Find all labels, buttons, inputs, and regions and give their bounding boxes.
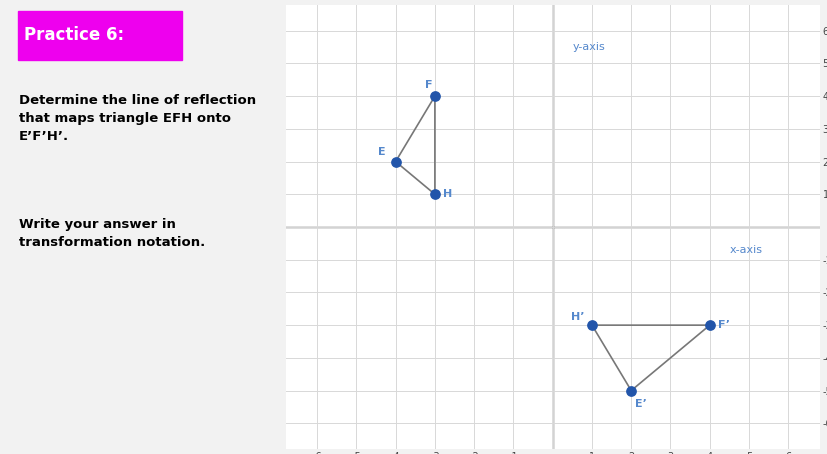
Point <box>389 158 402 165</box>
Text: H: H <box>442 189 452 199</box>
Text: H’: H’ <box>570 312 583 322</box>
Text: Determine the line of reflection
that maps triangle EFH onto
E’F’H’.: Determine the line of reflection that ma… <box>19 94 256 143</box>
Point <box>624 387 637 394</box>
Point <box>428 93 441 100</box>
Text: F: F <box>425 79 433 89</box>
Text: Practice 6:: Practice 6: <box>25 26 124 44</box>
FancyBboxPatch shape <box>17 11 182 60</box>
Text: F’: F’ <box>717 320 729 330</box>
Text: E: E <box>378 147 385 157</box>
Point <box>428 191 441 198</box>
Text: y-axis: y-axis <box>571 42 605 52</box>
Text: Write your answer in
transformation notation.: Write your answer in transformation nota… <box>19 218 205 249</box>
Text: E’: E’ <box>634 399 646 409</box>
Point <box>585 321 598 329</box>
Text: x-axis: x-axis <box>729 245 762 255</box>
Point <box>702 321 715 329</box>
